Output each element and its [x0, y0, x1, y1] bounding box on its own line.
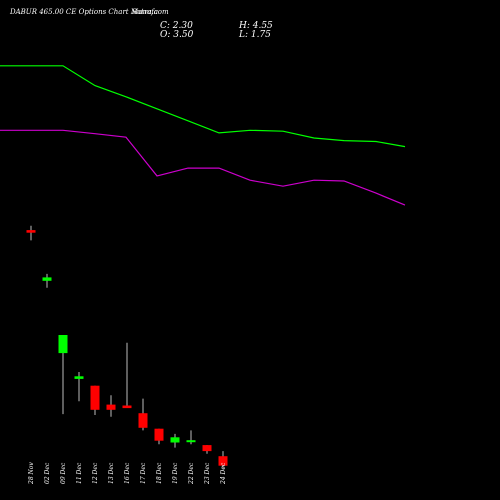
candle-23-dec [202, 445, 212, 454]
candle-24-dec [218, 451, 228, 469]
x-tick-label: 11 Dec [76, 462, 83, 484]
candle-19-dec [170, 433, 180, 448]
high-value: H: 4.55 [238, 21, 273, 31]
x-tick-label: 24 Dec [220, 462, 227, 485]
x-tick-label: 23 Dec [204, 462, 211, 485]
candle-body [58, 335, 68, 354]
candle-body [90, 385, 100, 410]
x-tick-label: 17 Dec [140, 462, 147, 484]
candle-body [138, 413, 148, 428]
candle-body [26, 230, 36, 233]
chart-site: Sutra.com [132, 8, 169, 16]
x-tick-label: 22 Dec [188, 462, 195, 485]
candle-body [106, 404, 116, 410]
indicator-line-1 [0, 65, 406, 148]
candle-18-dec [154, 428, 164, 445]
x-tick-label: 09 Dec [60, 462, 67, 484]
candle-28-nov [26, 225, 36, 241]
candle-02-dec [42, 273, 52, 288]
candle-body [42, 277, 52, 281]
close-value: C: 2.30 [160, 21, 193, 31]
candle-body [122, 405, 132, 409]
candles [26, 225, 228, 469]
x-tick-label: 16 Dec [124, 462, 131, 484]
candle-12-dec [90, 385, 100, 415]
indicator-lines [0, 65, 406, 206]
candle-17-dec [138, 398, 148, 431]
candle-body [202, 445, 212, 452]
candle-body [74, 376, 84, 379]
low-value: L: 1.75 [238, 30, 271, 40]
x-tick-label: 13 Dec [108, 462, 115, 484]
open-value: O: 3.50 [160, 30, 194, 40]
candle-22-dec [186, 430, 196, 445]
indicator-line-2 [0, 129, 406, 206]
candle-body [218, 456, 228, 466]
candle-body [154, 428, 164, 441]
x-tick-label: 02 Dec [44, 462, 51, 484]
x-tick-label: 18 Dec [156, 462, 163, 484]
candle-16-dec [122, 342, 132, 409]
x-tick-label: 28 Nov [28, 462, 35, 485]
candle-body [170, 437, 180, 443]
candle-09-dec [58, 335, 68, 415]
candle-body [186, 440, 196, 443]
chart-title: DABUR 465.00 CE Options Chart Munafa [9, 8, 158, 16]
candle-13-dec [106, 395, 116, 417]
candle-11-dec [74, 372, 84, 402]
x-tick-label: 19 Dec [172, 462, 179, 484]
x-tick-label: 12 Dec [92, 462, 99, 484]
x-axis-labels: 28 Nov 02 Dec 09 Dec 11 Dec 12 Dec 13 Dec 16 D… [28, 462, 227, 485]
